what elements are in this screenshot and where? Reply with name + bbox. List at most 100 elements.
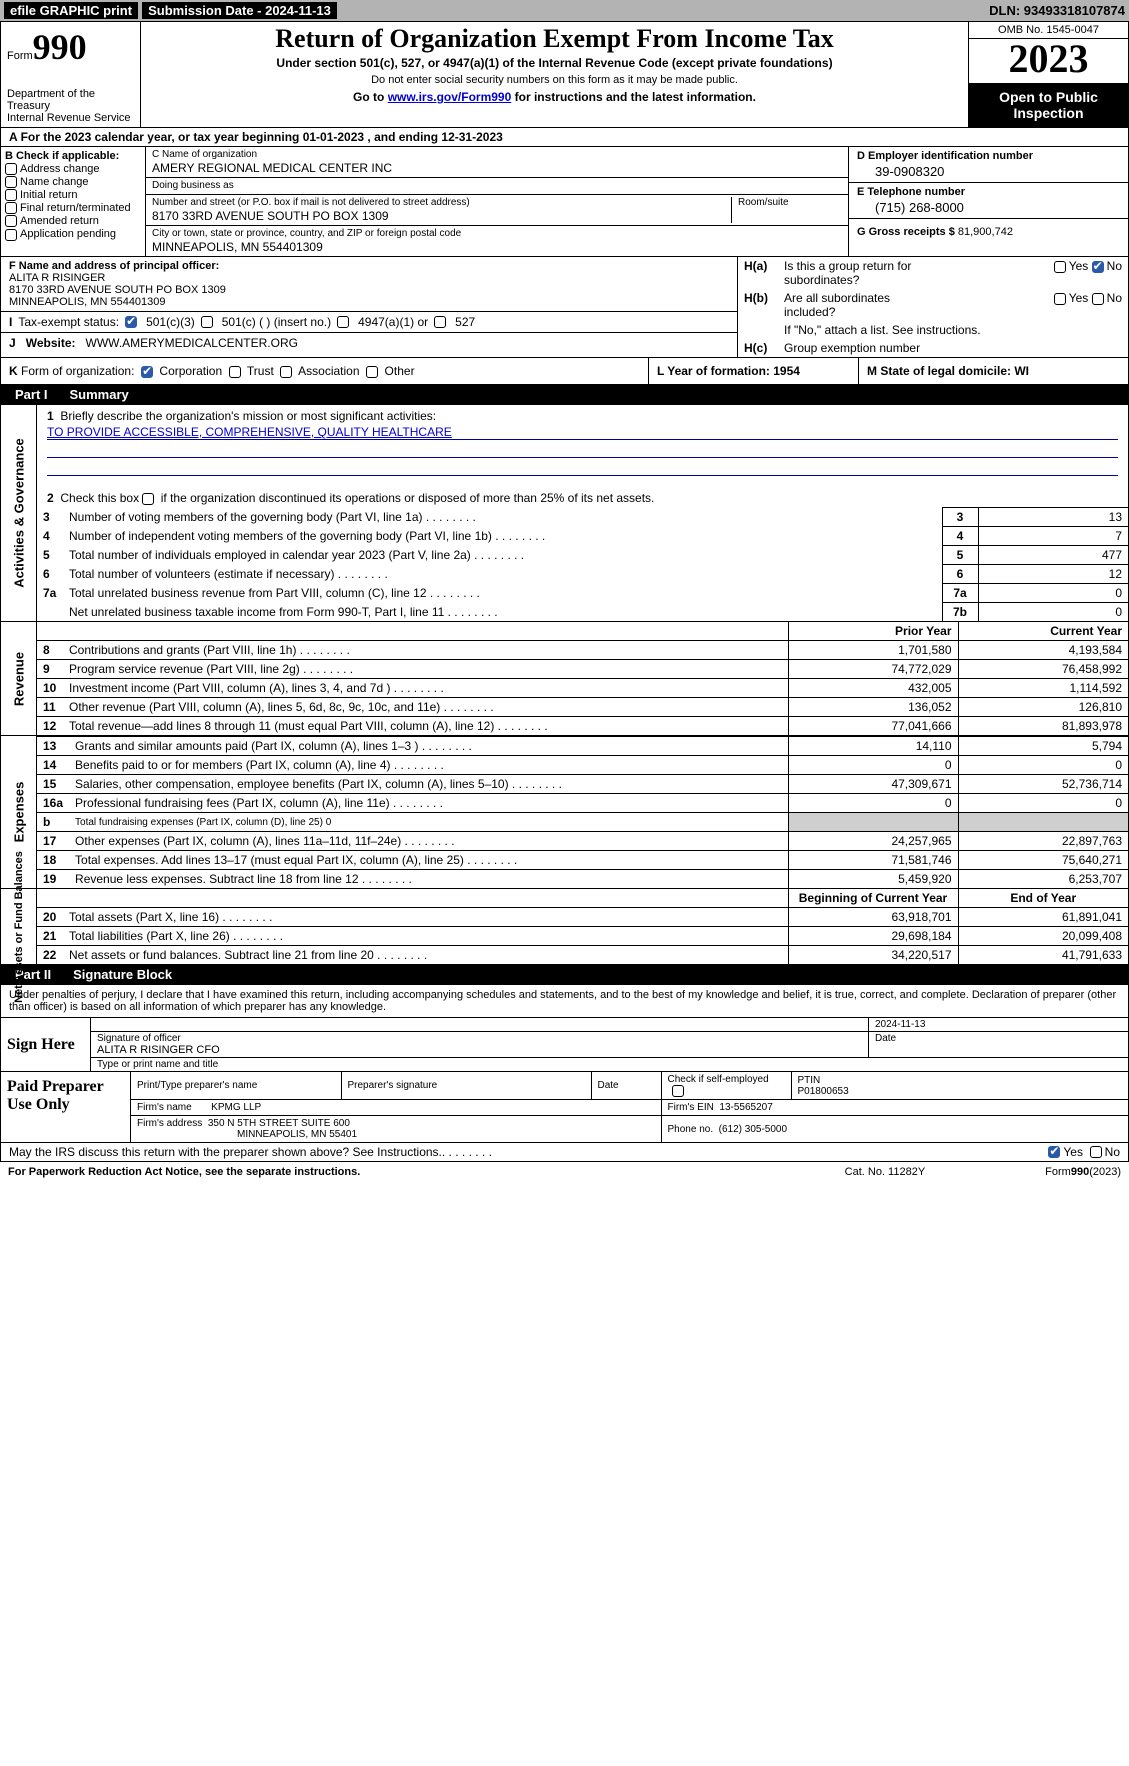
table-row: 14 Benefits paid to or for members (Part… <box>37 756 1128 775</box>
ptin-label: PTIN <box>798 1075 1123 1086</box>
sign-here-block: Sign Here 2024-11-13 Signature of office… <box>0 1018 1129 1072</box>
cb-address-change[interactable] <box>5 163 17 175</box>
hb-label: H(b) <box>744 291 784 319</box>
dln: DLN: 93493318107874 <box>989 3 1125 18</box>
vert-rev: Revenue <box>11 651 26 705</box>
p-sig-label: Preparer's signature <box>341 1072 591 1100</box>
cb-initial-return[interactable] <box>5 189 17 201</box>
discuss-text: May the IRS discuss this return with the… <box>9 1145 442 1159</box>
footer-left: For Paperwork Reduction Act Notice, see … <box>8 1166 845 1178</box>
sig-officer-label: Signature of officer <box>97 1033 862 1044</box>
c-name-label: C Name of organization <box>152 149 842 160</box>
discuss-yes: Yes <box>1063 1145 1083 1159</box>
goto-pre: Go to <box>353 90 388 104</box>
table-row: 11 Other revenue (Part VIII, column (A),… <box>37 698 1128 717</box>
section-activities-governance: Activities & Governance 1 Briefly descri… <box>0 405 1129 622</box>
h-note: If "No," attach a list. See instructions… <box>738 321 1128 339</box>
section-deg: D Employer identification number 39-0908… <box>848 147 1128 256</box>
cb-association[interactable] <box>280 366 292 378</box>
revenue-table: Prior Year Current Year 8 Contributions … <box>37 622 1128 735</box>
klm-row: K Form of organization: Corporation Trus… <box>0 358 1129 385</box>
org-city: MINNEAPOLIS, MN 554401309 <box>152 240 842 254</box>
l1-text: Briefly describe the organization's miss… <box>60 409 436 423</box>
hdr-eoy: End of Year <box>958 889 1128 908</box>
form990-link[interactable]: www.irs.gov/Form990 <box>388 90 512 104</box>
d-ein: 39-0908320 <box>857 164 1120 179</box>
cb-hb-no[interactable] <box>1092 293 1104 305</box>
b-final: Final return/terminated <box>20 202 131 214</box>
cb-amended[interactable] <box>5 215 17 227</box>
info-grid: B Check if applicable: Address change Na… <box>0 147 1129 257</box>
ha-no: No <box>1107 259 1122 273</box>
b-title: B Check if applicable: <box>5 150 141 162</box>
section-b: B Check if applicable: Address change Na… <box>1 147 146 256</box>
hb-no: No <box>1107 291 1122 305</box>
cb-ha-no[interactable] <box>1092 261 1104 273</box>
j-website: WWW.AMERYMEDICALCENTER.ORG <box>86 336 298 350</box>
ptin-value: P01800653 <box>798 1086 1123 1097</box>
b-app: Application pending <box>20 228 116 240</box>
hdr-prior: Prior Year <box>788 622 958 641</box>
cb-final-return[interactable] <box>5 202 17 214</box>
cb-trust[interactable] <box>229 366 241 378</box>
k-o2: Trust <box>247 364 274 378</box>
cb-527[interactable] <box>434 316 446 328</box>
cb-4947[interactable] <box>337 316 349 328</box>
a-text: For the 2023 calendar year, or tax year … <box>21 130 503 144</box>
cb-discuss-yes[interactable] <box>1048 1146 1060 1158</box>
cb-self-employed[interactable] <box>672 1085 684 1097</box>
discuss-row: May the IRS discuss this return with the… <box>0 1143 1129 1162</box>
cb-501c3[interactable] <box>125 316 137 328</box>
hb-yes: Yes <box>1069 291 1089 305</box>
table-row: 9 Program service revenue (Part VIII, li… <box>37 660 1128 679</box>
firm-addr1: 350 N 5TH STREET SUITE 600 <box>208 1118 350 1129</box>
cb-corporation[interactable] <box>141 366 153 378</box>
cb-application-pending[interactable] <box>5 229 17 241</box>
cb-name-change[interactable] <box>5 176 17 188</box>
part1-header: Part I Summary <box>0 385 1129 405</box>
sig-intro: Under penalties of perjury, I declare th… <box>0 985 1129 1018</box>
footer-mid: Cat. No. 11282Y <box>845 1166 926 1178</box>
sig-date: 2024-11-13 <box>868 1018 1128 1031</box>
cb-ha-yes[interactable] <box>1054 261 1066 273</box>
form-title: Return of Organization Exempt From Incom… <box>151 24 958 54</box>
e-phone: (715) 268-8000 <box>857 200 1120 215</box>
k-o3: Association <box>298 364 359 378</box>
fhij-grid: F Name and address of principal officer:… <box>0 257 1129 358</box>
l-text: L Year of formation: 1954 <box>657 364 800 378</box>
net-table: Beginning of Current Year End of Year 20… <box>37 889 1128 964</box>
summary-row: 6 Total number of volunteers (estimate i… <box>37 565 1128 584</box>
hb-text2: included? <box>784 305 835 319</box>
hc-label: H(c) <box>744 341 784 355</box>
cb-discuss-no[interactable] <box>1090 1146 1102 1158</box>
b-name: Name change <box>20 176 89 188</box>
form-number: 990 <box>33 27 87 67</box>
cb-501c[interactable] <box>201 316 213 328</box>
table-row: 19 Revenue less expenses. Subtract line … <box>37 870 1128 889</box>
section-net-assets: Net Assets or Fund Balances Beginning of… <box>0 889 1129 965</box>
a-prefix: A <box>9 130 17 144</box>
form-subtitle-3: Go to www.irs.gov/Form990 for instructio… <box>151 90 958 104</box>
table-row: 16a Professional fundraising fees (Part … <box>37 794 1128 813</box>
k-text: Form of organization: <box>21 364 134 378</box>
k-o4: Other <box>385 364 415 378</box>
cb-line2[interactable] <box>142 493 154 505</box>
f-label: F Name and address of principal officer: <box>9 260 729 272</box>
ha-yes: Yes <box>1069 259 1089 273</box>
table-row: b Total fundraising expenses (Part IX, c… <box>37 813 1128 832</box>
m-text: M State of legal domicile: WI <box>867 364 1029 378</box>
e-label: E Telephone number <box>857 186 1120 198</box>
cb-other[interactable] <box>366 366 378 378</box>
i-o3: 4947(a)(1) or <box>358 315 428 329</box>
table-row: 22 Net assets or fund balances. Subtract… <box>37 946 1128 965</box>
firm-name-label: Firm's name <box>137 1102 192 1113</box>
officer-addr2: MINNEAPOLIS, MN 554401309 <box>9 296 729 308</box>
p-name-label: Print/Type preparer's name <box>131 1072 341 1100</box>
d-label: D Employer identification number <box>857 150 1120 162</box>
summary-row: Net unrelated business taxable income fr… <box>37 603 1128 622</box>
sig-date-label: Date <box>868 1032 1128 1057</box>
cb-hb-yes[interactable] <box>1054 293 1066 305</box>
sign-here-label: Sign Here <box>1 1018 91 1071</box>
g-label: G Gross receipts $ <box>857 226 955 238</box>
type-name-label: Type or print name and title <box>91 1058 1128 1071</box>
